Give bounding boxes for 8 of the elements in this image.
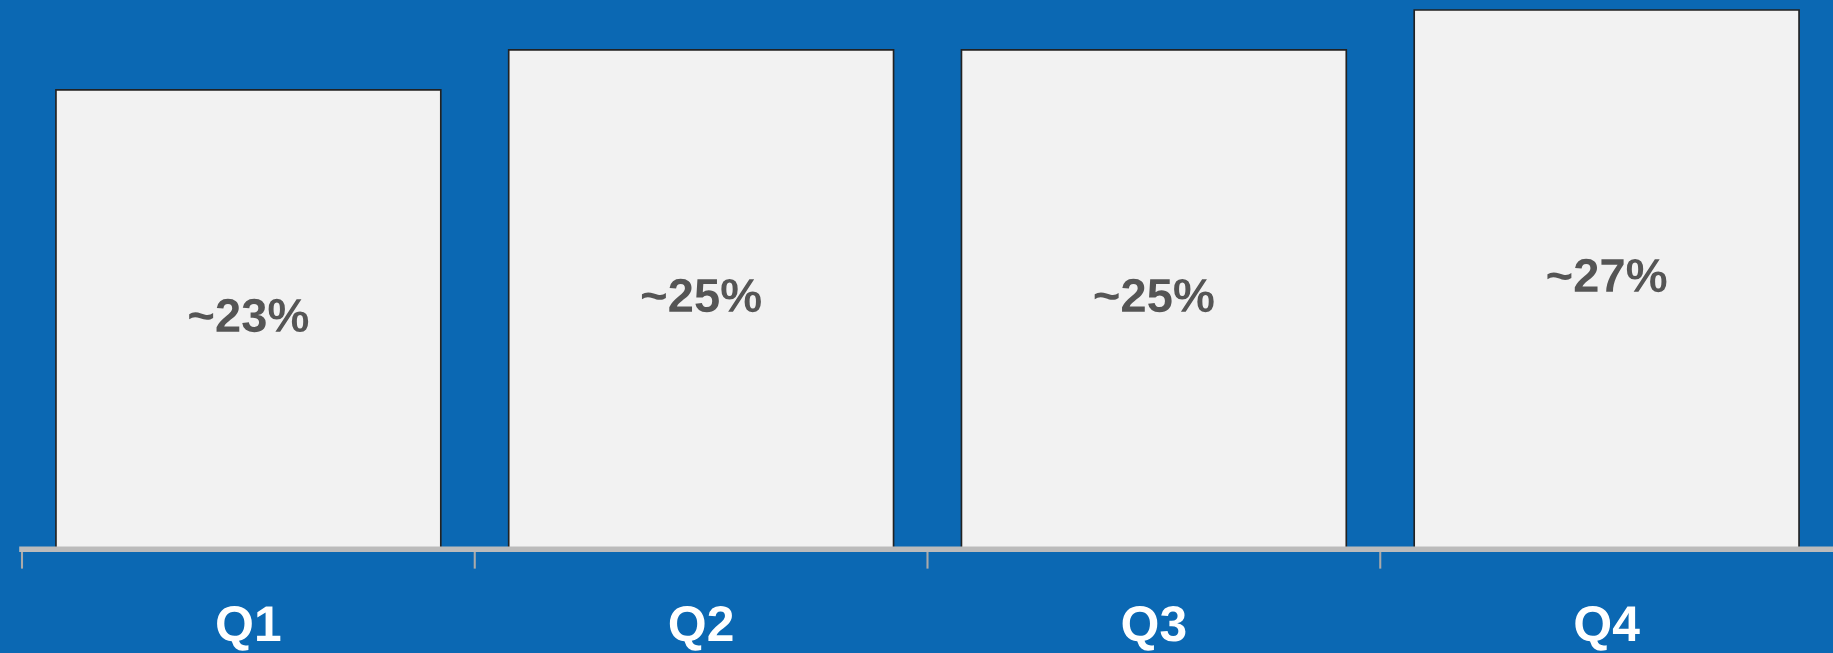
data-label: ~27% [1547,258,1667,293]
data-label: ~25% [641,278,761,313]
data-label: ~23% [189,298,309,333]
x-tick-label: Q1 [217,606,281,651]
x-tick-label: Q4 [1575,606,1640,651]
x-tick-label: Q3 [1122,606,1186,651]
data-label: ~25% [1094,278,1214,313]
x-tick-label: Q2 [669,606,733,651]
